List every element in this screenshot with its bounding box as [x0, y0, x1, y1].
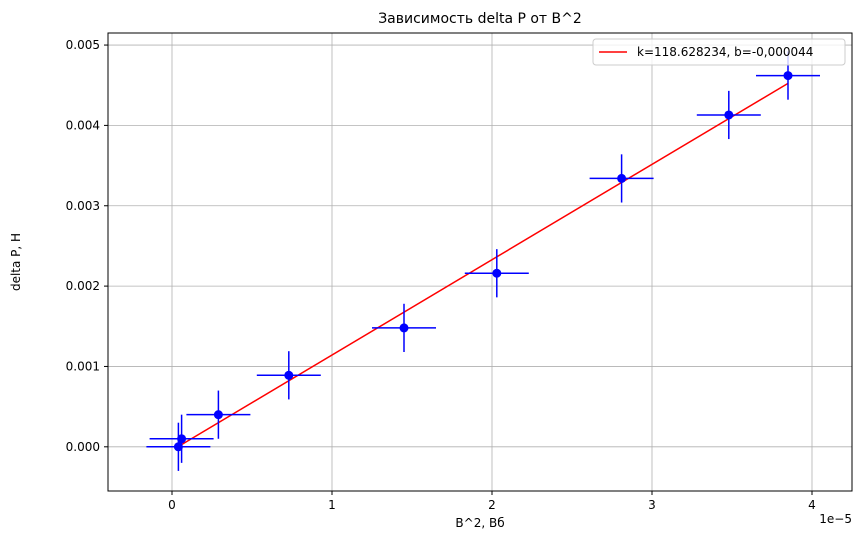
plot-frame: [107, 32, 853, 492]
y-tick-label: 0.001: [66, 359, 100, 373]
data-marker: [173, 442, 183, 452]
y-tick-label: 0.002: [66, 279, 100, 293]
data-point: [146, 422, 211, 471]
y-tick-label: 0.005: [66, 38, 100, 52]
x-axis-label: B^2, Вб: [455, 516, 504, 530]
x-tick-label: 2: [488, 498, 496, 512]
data-point: [186, 390, 251, 439]
fit-line: [178, 82, 789, 448]
ticks: 0 1 2 3 4 0.000 0.001 0.002 0.003 0.004 0.005: [66, 38, 816, 512]
data-point: [149, 414, 214, 463]
legend-entry-fit: k=118.628234, b=-0,000044: [637, 45, 813, 59]
data-point: [464, 249, 529, 298]
x-tick-label: 3: [648, 498, 656, 512]
data-marker: [492, 268, 502, 278]
legend: k=118.628234, b=-0,000044: [592, 38, 846, 66]
y-axis-label: delta P, Н: [9, 233, 23, 291]
data-marker: [177, 434, 187, 444]
legend-box: [592, 38, 846, 66]
y-tick-label: 0.004: [66, 118, 100, 132]
data-marker: [724, 110, 734, 120]
x-tick-label: 0: [168, 498, 176, 512]
data-marker: [783, 71, 793, 81]
data-point: [589, 154, 654, 203]
data-point: [696, 90, 761, 140]
chart-title: Зависимость delta P от B^2: [378, 11, 582, 27]
series-layer: [146, 51, 820, 471]
x-offset-label: 1e−5: [819, 512, 852, 526]
data-marker: [399, 323, 409, 333]
data-marker: [213, 410, 223, 420]
data-marker: [284, 370, 294, 380]
grid: [108, 33, 852, 491]
y-tick-label: 0.003: [66, 199, 100, 213]
data-marker: [617, 173, 627, 183]
x-tick-label: 4: [808, 498, 816, 512]
data-point: [372, 303, 436, 352]
y-tick-label: 0.000: [66, 440, 100, 454]
x-tick-label: 1: [328, 498, 336, 512]
data-point: [256, 351, 321, 400]
